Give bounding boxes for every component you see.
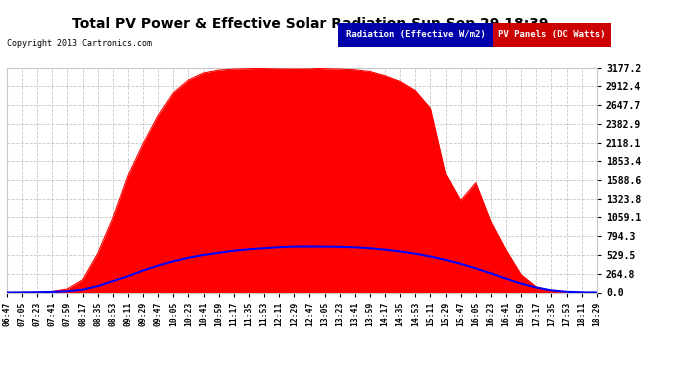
Text: Copyright 2013 Cartronics.com: Copyright 2013 Cartronics.com (7, 39, 152, 48)
Text: PV Panels (DC Watts): PV Panels (DC Watts) (498, 30, 606, 39)
Text: Radiation (Effective W/m2): Radiation (Effective W/m2) (346, 30, 486, 39)
Text: Total PV Power & Effective Solar Radiation Sun Sep 29 18:39: Total PV Power & Effective Solar Radiati… (72, 17, 549, 31)
